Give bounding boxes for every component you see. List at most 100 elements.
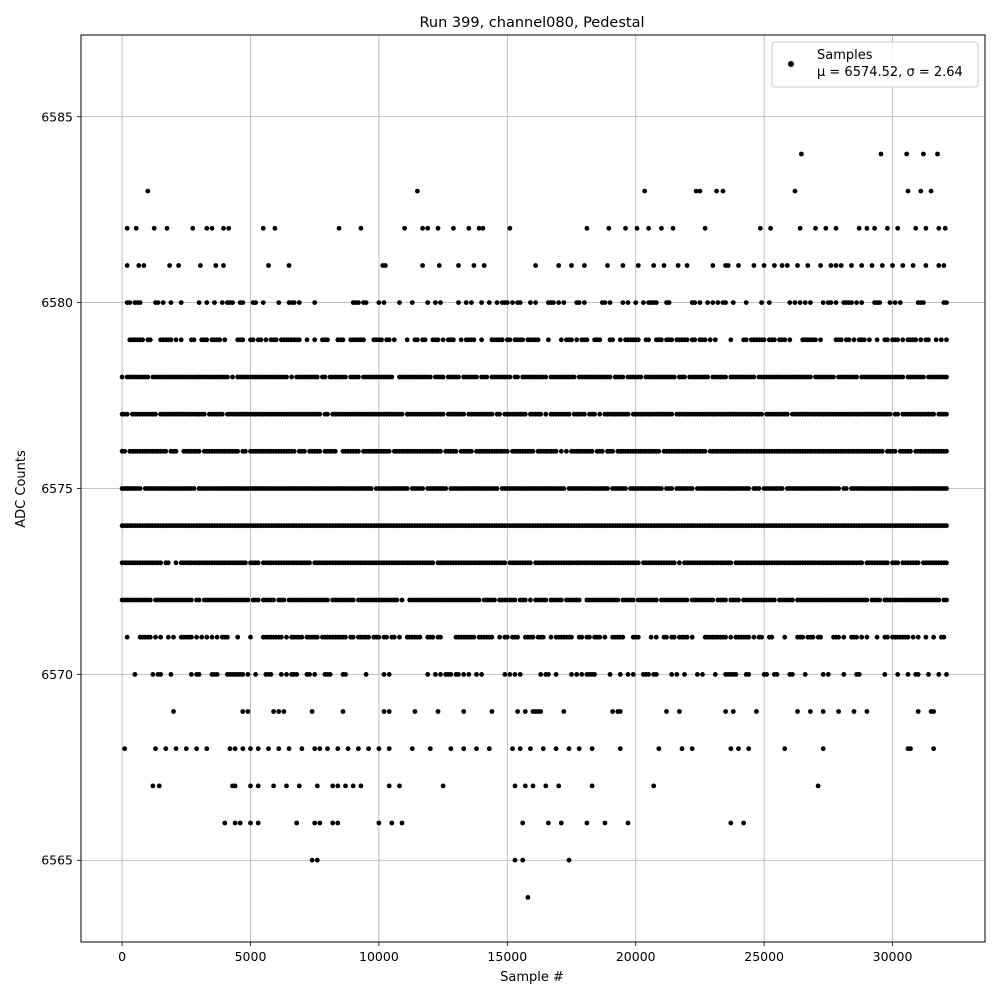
sample-point bbox=[864, 634, 870, 640]
sample-point bbox=[230, 300, 235, 305]
sample-point bbox=[512, 857, 518, 863]
sample-point bbox=[728, 337, 734, 343]
sample-point bbox=[656, 746, 662, 752]
sample-point bbox=[212, 300, 217, 305]
sample-point bbox=[692, 337, 698, 343]
sample-point bbox=[479, 337, 484, 343]
sample-point bbox=[769, 634, 775, 640]
sample-point bbox=[386, 672, 392, 677]
sample-point bbox=[784, 263, 790, 268]
sample-point bbox=[723, 263, 728, 268]
sample-point bbox=[579, 672, 585, 677]
sample-point bbox=[653, 672, 659, 677]
sample-point bbox=[312, 746, 318, 752]
sample-point bbox=[620, 634, 626, 640]
sample-point bbox=[642, 188, 648, 194]
sample-point bbox=[199, 634, 205, 640]
sample-point bbox=[141, 263, 147, 268]
sample-point bbox=[926, 672, 931, 677]
sample-point bbox=[558, 820, 564, 826]
sample-point bbox=[720, 188, 726, 194]
sample-point bbox=[294, 672, 300, 677]
sample-point bbox=[420, 225, 425, 231]
sample-point bbox=[248, 634, 253, 640]
sample-point bbox=[700, 672, 705, 677]
sample-point bbox=[530, 634, 536, 640]
sample-point bbox=[656, 448, 662, 454]
sample-point bbox=[584, 820, 590, 826]
sample-point bbox=[664, 634, 669, 640]
sample-point bbox=[828, 300, 834, 305]
sample-point bbox=[553, 448, 559, 454]
sample-point bbox=[792, 188, 798, 194]
sample-point bbox=[248, 783, 253, 789]
sample-point bbox=[859, 634, 865, 640]
sample-point bbox=[486, 746, 492, 752]
sample-point bbox=[630, 672, 636, 677]
sample-point bbox=[818, 634, 823, 640]
sample-point bbox=[815, 783, 821, 789]
sample-point bbox=[386, 337, 392, 343]
sample-point bbox=[471, 337, 477, 343]
sample-point bbox=[294, 820, 300, 826]
sample-point bbox=[507, 337, 513, 343]
sample-point bbox=[620, 300, 626, 305]
sample-point bbox=[677, 709, 682, 714]
sample-point bbox=[833, 300, 839, 305]
sample-point bbox=[153, 411, 158, 417]
sample-point bbox=[836, 486, 841, 491]
sample-point bbox=[670, 225, 676, 231]
sample-point bbox=[399, 597, 405, 603]
sample-point bbox=[910, 634, 916, 640]
sample-point bbox=[651, 263, 657, 268]
sample-point bbox=[226, 225, 232, 231]
sample-point bbox=[877, 597, 883, 603]
sample-point bbox=[147, 634, 153, 640]
sample-point bbox=[751, 263, 757, 268]
sample-point bbox=[887, 411, 893, 417]
sample-point bbox=[936, 263, 942, 268]
sample-point bbox=[469, 448, 474, 454]
sample-point bbox=[712, 672, 718, 677]
legend-stats: μ = 6574.52, σ = 2.64 bbox=[817, 65, 963, 80]
sample-point bbox=[756, 486, 762, 491]
sample-point bbox=[605, 486, 610, 491]
sample-point bbox=[864, 709, 870, 714]
sample-point bbox=[325, 746, 330, 752]
sample-point bbox=[147, 337, 153, 343]
sample-point bbox=[679, 746, 685, 752]
sample-point bbox=[438, 448, 443, 454]
sample-point bbox=[854, 374, 859, 380]
sample-point bbox=[204, 337, 210, 343]
sample-point bbox=[204, 300, 210, 305]
sample-point bbox=[440, 783, 446, 789]
sample-point bbox=[494, 300, 500, 305]
sample-point bbox=[764, 672, 770, 677]
x-tick-label: 20000 bbox=[616, 949, 656, 964]
sample-point bbox=[433, 672, 438, 677]
sample-point bbox=[402, 225, 407, 231]
sample-point bbox=[222, 337, 228, 343]
sample-point bbox=[124, 263, 130, 268]
sample-point bbox=[389, 374, 395, 380]
sample-point bbox=[171, 709, 176, 714]
sample-point bbox=[841, 672, 847, 677]
sample-point bbox=[938, 337, 944, 343]
sample-point bbox=[158, 672, 164, 677]
sample-point bbox=[530, 783, 536, 789]
sample-point bbox=[602, 820, 608, 826]
sample-point bbox=[635, 634, 641, 640]
sample-point bbox=[164, 225, 170, 231]
sample-point bbox=[790, 597, 795, 603]
sample-point bbox=[697, 300, 703, 305]
sample-point bbox=[302, 448, 307, 454]
sample-point bbox=[217, 337, 223, 343]
sample-point bbox=[404, 337, 410, 343]
sample-point bbox=[248, 820, 253, 826]
sample-point bbox=[538, 411, 544, 417]
sample-point bbox=[799, 151, 804, 157]
sample-point bbox=[435, 709, 441, 714]
sample-point bbox=[528, 560, 533, 566]
sample-point bbox=[684, 337, 690, 343]
sample-point bbox=[530, 448, 536, 454]
